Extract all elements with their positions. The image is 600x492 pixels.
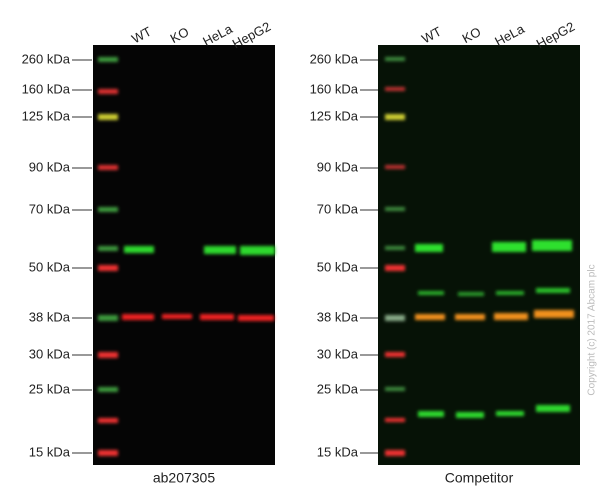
- blot-left: [93, 45, 275, 465]
- marker-label: 30 kDa: [317, 346, 359, 361]
- marker-label: 160 kDa: [310, 81, 359, 96]
- marker-label: 90 kDa: [29, 159, 71, 174]
- marker-label: 25 kDa: [29, 381, 71, 396]
- marker-label: 30 kDa: [29, 346, 71, 361]
- marker-label: 70 kDa: [317, 201, 359, 216]
- lane-label: KO: [460, 24, 484, 46]
- lane-label: WT: [129, 24, 154, 47]
- lane-label: HeLa: [200, 21, 235, 49]
- panel-caption: ab207305: [153, 470, 216, 486]
- blot-right: [378, 45, 580, 465]
- marker-label: 160 kDa: [22, 81, 71, 96]
- lane-label: WT: [419, 24, 444, 47]
- marker-label: 125 kDa: [22, 108, 71, 123]
- marker-label: 70 kDa: [29, 201, 71, 216]
- marker-label: 15 kDa: [317, 444, 359, 459]
- lane-label: KO: [168, 24, 192, 46]
- marker-label: 38 kDa: [317, 309, 359, 324]
- copyright: Copyright (c) 2017 Abcam plc: [587, 264, 598, 395]
- marker-label: 50 kDa: [317, 259, 359, 274]
- lane-label: HeLa: [492, 21, 527, 49]
- marker-label: 90 kDa: [317, 159, 359, 174]
- panel-caption: Competitor: [445, 470, 514, 486]
- marker-label: 50 kDa: [29, 259, 71, 274]
- marker-label: 260 kDa: [22, 51, 71, 66]
- marker-label: 260 kDa: [310, 51, 359, 66]
- marker-label: 25 kDa: [317, 381, 359, 396]
- marker-label: 15 kDa: [29, 444, 71, 459]
- marker-label: 38 kDa: [29, 309, 71, 324]
- marker-label: 125 kDa: [310, 108, 359, 123]
